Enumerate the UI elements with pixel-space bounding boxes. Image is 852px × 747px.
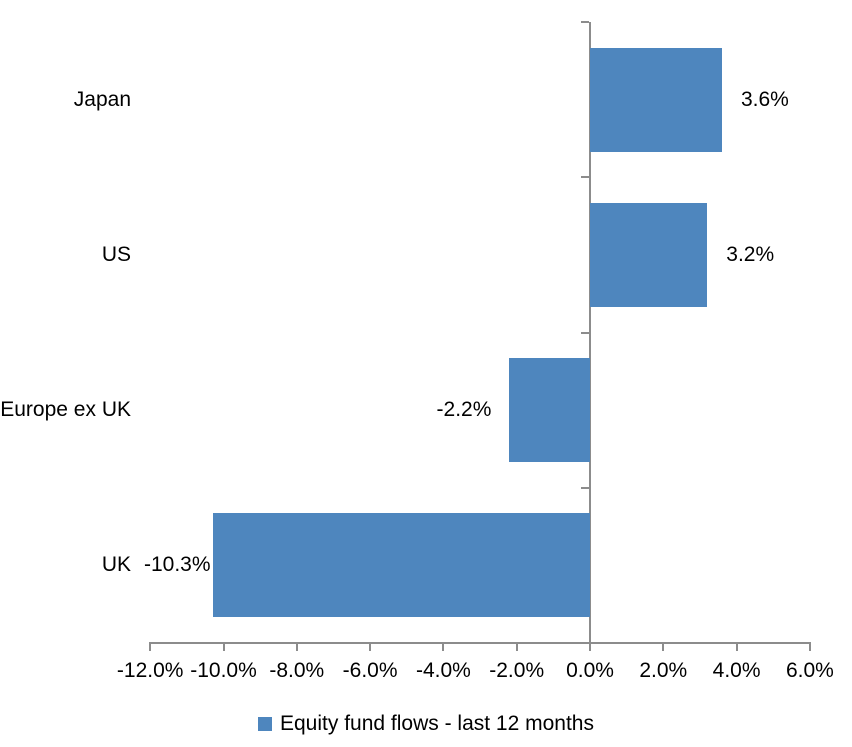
category-label: US — [101, 242, 131, 266]
x-axis-tick-label: 6.0% — [785, 659, 834, 682]
y-axis-tick — [581, 21, 589, 23]
bar-uk — [212, 513, 590, 618]
x-axis-tick — [515, 643, 518, 651]
bar-japan — [590, 47, 722, 152]
x-axis-tick-label: -8.0% — [269, 659, 325, 682]
x-axis-tick-label: -10.0% — [190, 659, 257, 682]
category-label: Japan — [73, 87, 131, 111]
x-axis-line — [149, 642, 811, 644]
category-label: UK — [101, 553, 131, 577]
x-axis-tick — [369, 643, 372, 651]
y-axis-tick — [581, 642, 589, 644]
x-axis-tick-label: 2.0% — [639, 659, 688, 682]
x-axis-tick — [735, 643, 738, 651]
y-axis-tick — [581, 331, 589, 334]
x-axis-tick — [662, 643, 665, 651]
x-axis-tick — [222, 643, 225, 651]
x-axis-tick — [589, 643, 591, 651]
x-axis-tick — [808, 643, 811, 651]
y-axis-tick — [581, 486, 589, 489]
data-label: 3.2% — [726, 242, 775, 266]
x-axis-tick-label: -12.0% — [116, 659, 184, 682]
category-label: Europe ex UK — [0, 398, 131, 422]
x-axis-tick — [442, 643, 445, 651]
bar-us — [590, 202, 708, 307]
x-axis-tick-label: 0.0% — [566, 659, 614, 682]
x-axis-tick-label: 4.0% — [712, 659, 761, 682]
data-label: 3.6% — [740, 87, 789, 111]
legend-series-label: Equity fund flows - last 12 months — [280, 712, 594, 735]
legend: Equity fund flows - last 12 months — [0, 705, 852, 743]
data-label: -10.3% — [143, 553, 211, 577]
x-axis-tick-label: -4.0% — [415, 659, 471, 682]
legend-swatch-icon — [258, 717, 272, 731]
y-axis-tick — [581, 176, 589, 179]
x-axis-tick — [295, 643, 298, 651]
bar-europe-ex-uk — [509, 358, 590, 463]
x-axis-tick — [149, 643, 152, 651]
x-axis-tick-label: -6.0% — [342, 659, 398, 682]
y-axis-line — [589, 22, 591, 651]
x-axis-tick-label: -2.0% — [489, 659, 545, 682]
data-label: -2.2% — [436, 398, 492, 422]
